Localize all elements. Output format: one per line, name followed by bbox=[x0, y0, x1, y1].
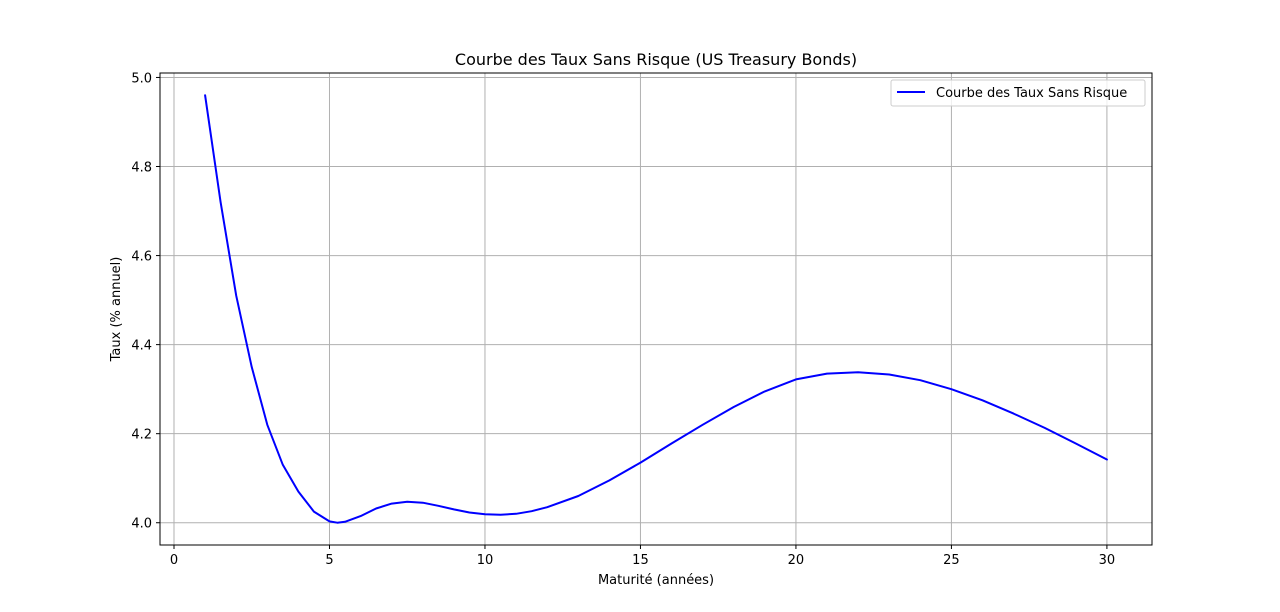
legend-entry-label: Courbe des Taux Sans Risque bbox=[936, 86, 1127, 101]
x-tick-label: 25 bbox=[943, 553, 960, 568]
y-tick-label: 4.6 bbox=[131, 250, 152, 265]
x-tick-label: 10 bbox=[477, 553, 494, 568]
series-line bbox=[204, 94, 1108, 524]
grid bbox=[160, 73, 1152, 545]
x-tick-label: 30 bbox=[1099, 553, 1116, 568]
x-tick-label: 20 bbox=[788, 553, 805, 568]
chart-title: Courbe des Taux Sans Risque (US Treasury… bbox=[455, 50, 857, 69]
y-axis-ticks: 4.0 4.2 4.4 4.6 4.8 5.0 bbox=[131, 71, 160, 532]
x-tick-label: 15 bbox=[632, 553, 649, 568]
x-tick-label: 0 bbox=[170, 553, 178, 568]
x-tick-label: 5 bbox=[325, 553, 333, 568]
y-tick-label: 4.8 bbox=[131, 161, 152, 176]
y-tick-label: 4.0 bbox=[131, 517, 152, 532]
y-tick-label: 5.0 bbox=[131, 71, 152, 86]
plot-frame bbox=[159, 72, 1153, 546]
y-tick-label: 4.4 bbox=[131, 339, 152, 354]
x-axis-ticks: 0 5 10 15 20 25 30 bbox=[170, 545, 1115, 568]
x-axis-label: Maturité (années) bbox=[598, 573, 714, 588]
y-axis-label: Taux (% annuel) bbox=[109, 257, 124, 363]
legend: Courbe des Taux Sans Risque bbox=[890, 79, 1146, 107]
series-layer bbox=[204, 94, 1108, 524]
legend-box bbox=[890, 79, 1146, 107]
y-tick-label: 4.2 bbox=[131, 428, 152, 443]
